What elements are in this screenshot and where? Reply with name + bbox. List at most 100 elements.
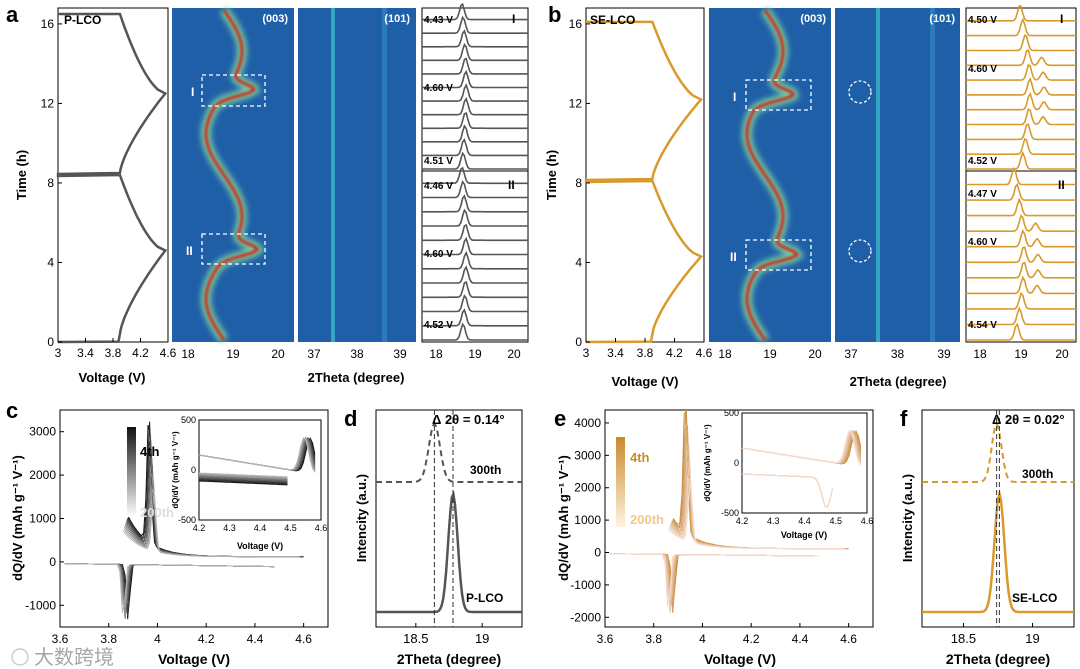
panel-a-wf-II-trace [422,308,528,327]
panel-c-discharge-trace [64,563,275,618]
panel-b-wf-I-trace [966,150,1076,170]
panel-a-voltage-tick-label: 3 [55,346,62,360]
panel-b-wf-tick: 20 [1055,347,1069,361]
panel-letter-b: b [548,2,561,27]
panel-a-wf-II-label-bottom: 4.52 V [424,320,453,331]
panel-b-wf-I-trace [966,123,1076,141]
panel-e-frame [604,409,874,628]
panel-e-legend-top: 4th [630,450,650,465]
panel-b-voltage-axis-label: Voltage (V) [612,374,679,389]
panel-c-inset-xtick: 4.5 [284,523,297,533]
panel-a-wf-II-trace [422,194,528,213]
panel-e-ytick-label: 0 [594,546,601,560]
panel-e-discharge-trace [609,553,820,607]
panel-b-003-tick: 19 [763,347,777,361]
panel-e-inset-xtick: 4.4 [798,516,811,526]
panel-b-waterfall-frame [965,7,1077,343]
panel-f-ylabel: Intencity (a.u.) [900,474,915,562]
panel-c-inset-discharge [198,474,288,480]
panel-b-wf-II-trace [966,261,1076,279]
panel-a-wf-I-trace [422,96,528,116]
panel-b-wf-I-label-mid: 4.60 V [968,64,997,75]
panel-b-time-tick-label: 0 [575,335,582,349]
panel-e-discharge-trace [609,553,820,602]
panel-c-legend-bottom: 200th [140,505,174,520]
panel-c-discharge-trace [64,563,275,618]
panel-b-voltage-tick-label: 3 [583,346,590,360]
panel-b-wf-I-trace [966,49,1076,67]
panel-c-inset-discharge [198,473,288,479]
panel-c-discharge-trace [64,563,275,612]
panel-b-003-tick: 20 [808,347,822,361]
panel-a-wf-I-trace [422,57,528,75]
panel-f-xlabel: 2Theta (degree) [946,651,1050,667]
panel-a-wf-II-trace [422,322,528,341]
panel-e-discharge-trace [609,553,820,611]
panel-b-voltage-tick-label: 4.2 [666,346,683,360]
panel-a-waterfall-frame [421,7,529,343]
panel-a-003-tick: 19 [226,347,240,361]
panel-f-xtick-label: 18.5 [951,631,976,646]
panel-a-101-tick: 39 [393,347,407,361]
panel-e-inset-xtick: 4.5 [829,516,842,526]
panel-f-cycle-label: 300th [1022,467,1053,481]
panel-e-xtick-label: 4.2 [743,632,760,646]
panel-d-ylabel: Intencity (a.u.) [354,474,369,562]
panel-a-voltage-ticks: 3 3.4 3.8 4.2 4.6 [55,338,177,360]
panel-c-inset-ytick: 0 [191,465,196,475]
panel-c-ytick-label: 1000 [29,512,56,526]
panel-f-sample-label: SE-LCO [1012,591,1057,605]
panel-a-wf-II-trace [422,180,528,199]
panel-b-wf-I-trace [966,77,1076,96]
panel-a-wf-II-label-mid: 4.60 V [424,249,453,260]
panel-c-inset-traces [198,436,316,486]
panel-a-wf-I-trace [422,124,528,143]
panel-b-wf-tick: 19 [1014,347,1028,361]
panel-c-inset-discharge [199,476,288,482]
panel-a-streak-1 [331,8,335,342]
panel-b-circle-I [848,80,872,104]
panel-b-101-tick: 39 [937,347,951,361]
panel-c-inset-xtick: 4.4 [254,523,267,533]
panel-b-box-II [745,239,812,271]
panel-a-wf-I-trace [422,111,528,130]
panel-b-voltage-ticks: 3 3.4 3.8 4.2 4.6 [583,338,713,360]
panel-e-ytick-label: 1000 [574,513,601,527]
panel-a-heatmap-ticks: 18 19 20 37 38 39 [181,347,407,361]
panel-c-inset-xtick: 4.2 [193,523,206,533]
panel-d-cycle-label: 300th [470,463,501,477]
panel-e-inset-ylabel: dQ/dV (mAh g⁻¹ V⁻¹) [703,424,712,502]
panel-b: SE-LCO 3 3.4 3.8 4.2 4.6 0 4 8 12 16 Voltage (V)… [544,4,1077,389]
panel-a-peak-101-label: (101) [384,13,410,25]
panel-a-wf-II-trace [422,250,528,270]
panel-a-wf-tick: 19 [468,347,482,361]
panel-c-discharge-trace [64,563,275,609]
panel-a-wf-tick: 20 [507,347,521,361]
panel-c-ytick-label: 2000 [29,468,56,482]
panel-b-sample-label: SE-LCO [590,13,635,27]
panel-a-wf-II-trace [422,236,528,256]
panel-e-inset-ytick: 500 [724,408,739,418]
panel-e-ytick-label: -1000 [570,578,601,592]
panel-b-wf-II-label-top: 4.47 V [968,189,997,200]
panel-b-wf-I-trace [966,4,1076,22]
panel-c-xtick-label: 4.2 [198,632,215,646]
panel-b-circle-II [848,239,872,263]
watermark-logo-icon [11,648,29,666]
panel-a-wf-II-label-top: 4.46 V [424,181,453,192]
panel-b-voltage-tick-label: 4.6 [696,346,713,360]
panel-a-wf-II-trace [422,294,528,313]
panel-b-wf-II-trace [966,182,1076,201]
panel-e-inset-xtick: 4.2 [736,516,749,526]
panel-e-discharge-trace [609,553,820,609]
panel-e-ytick-label: -2000 [570,610,601,624]
panel-a-wf-II-trace [422,223,528,242]
panel-b-streak-2 [930,8,935,342]
panel-b-ridge-003 [745,9,800,341]
panel-b-wf-I-trace [966,34,1076,52]
panel-e-inset-ytick: 0 [734,458,739,468]
panel-c-inset-ytick: -500 [178,515,196,525]
panel-c-inset-xtick: 4.6 [315,523,328,533]
panel-a-wf-II-trace [422,280,528,299]
